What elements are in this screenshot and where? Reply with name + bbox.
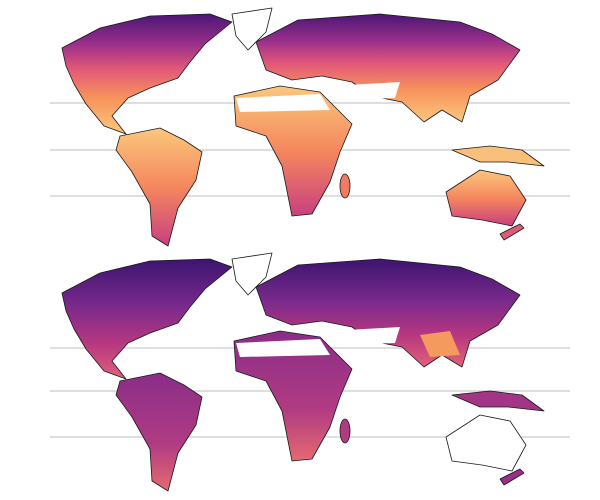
- sahara: [236, 339, 330, 357]
- new-zealand: [499, 223, 525, 241]
- map-top: [50, 7, 570, 247]
- madagascar: [339, 173, 351, 199]
- south-america: [115, 372, 203, 492]
- australia: [445, 169, 527, 227]
- north-america: [61, 258, 233, 380]
- arabia-desert: [330, 327, 400, 345]
- sahara: [236, 94, 330, 112]
- north-america: [61, 13, 233, 135]
- arabia-desert: [330, 82, 400, 100]
- east-asia-hotspot: [420, 331, 460, 357]
- map-bottom: [50, 252, 570, 492]
- indonesia: [451, 145, 545, 167]
- south-america: [115, 127, 203, 247]
- indonesia: [451, 390, 545, 412]
- new-zealand: [499, 468, 525, 486]
- australia: [445, 414, 527, 472]
- madagascar: [339, 418, 351, 444]
